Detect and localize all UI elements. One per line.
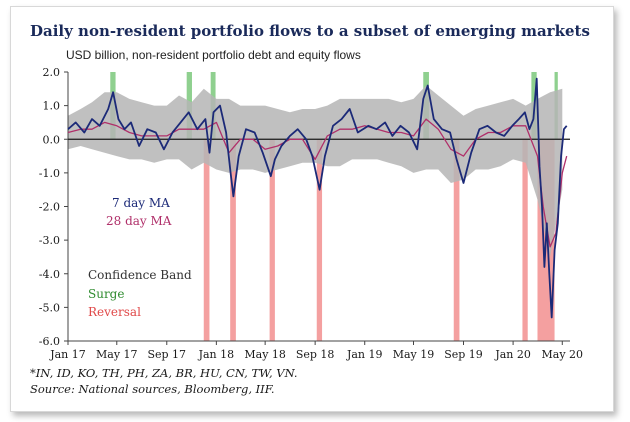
legend-reversal: Reversal	[88, 305, 141, 319]
x-tick-label-5: Sep 18	[296, 348, 335, 361]
legend-confidence-band: Confidence Band	[88, 268, 192, 282]
reversal-period-3	[316, 139, 323, 341]
x-tick-label-3: Jan 18	[198, 348, 235, 361]
reversal-period-1	[230, 139, 236, 341]
x-tick-label-10: May 20	[542, 348, 584, 361]
y-tick-label-2: 0.0	[43, 133, 61, 146]
chart-title: Daily non-resident portfolio flows to a …	[30, 22, 590, 40]
y-tick-label-6: -4.0	[39, 268, 60, 281]
x-tick-label-7: May 19	[393, 348, 435, 361]
ma7-line	[67, 77, 568, 319]
x-tick-label-0: Jan 17	[49, 348, 86, 361]
x-tick-label-9: Jan 20	[494, 348, 531, 361]
legend-ma7: 7 day MA	[112, 196, 170, 210]
chart-subtitle: USD billion, non-resident portfolio debt…	[66, 48, 361, 62]
x-tick-label-4: May 18	[244, 348, 286, 361]
y-tick-label-4: -2.0	[39, 201, 60, 214]
y-tick-label-7: -5.0	[39, 301, 60, 314]
countries-note: *IN, ID, KO, TH, PH, ZA, BR, HU, CN, TW,…	[30, 366, 298, 380]
y-tick-label-0: 2.0	[43, 66, 61, 79]
reversal-period-2	[269, 139, 275, 341]
y-tick-label-3: -1.0	[39, 167, 60, 180]
x-tick-label-8: Sep 19	[444, 348, 483, 361]
confidence-band	[68, 85, 563, 257]
y-tick-label-5: -3.0	[39, 234, 60, 247]
series-lines	[67, 77, 568, 319]
legend-surge: Surge	[88, 287, 125, 301]
legend-ma28: 28 day MA	[106, 214, 172, 228]
reversal-period-0	[203, 139, 210, 341]
reversal-period-5	[522, 139, 528, 341]
confidence-band-area	[68, 85, 563, 257]
reversal-period-4	[453, 139, 460, 341]
source-note: Source: National sources, Bloomberg, IIF…	[30, 382, 275, 396]
y-tick-label-1: 1.0	[43, 100, 61, 113]
y-tick-label-8: -6.0	[39, 335, 60, 348]
x-tick-label-6: Jan 19	[346, 348, 383, 361]
x-tick-label-2: Sep 17	[147, 348, 186, 361]
x-tick-label-1: May 17	[96, 348, 138, 361]
